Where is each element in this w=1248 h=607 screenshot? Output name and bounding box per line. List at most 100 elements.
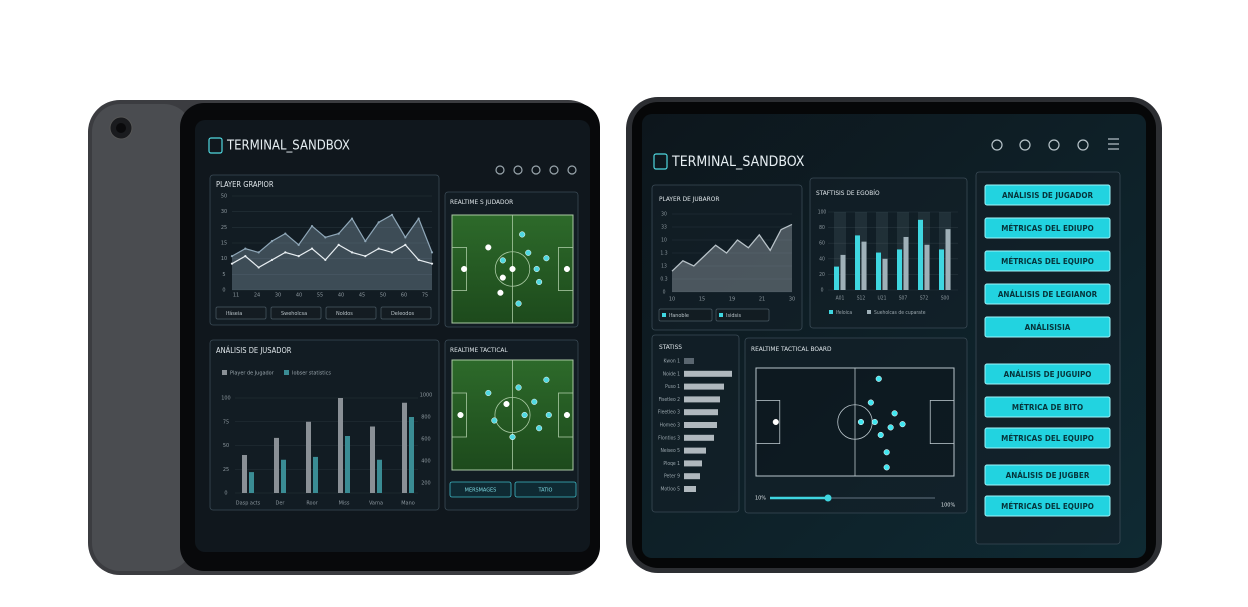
bar xyxy=(684,422,717,428)
button-label: ANÁLISISIA xyxy=(1025,321,1071,332)
y-tick-label: 13 xyxy=(661,264,667,270)
button-label: MÉTRICAS DEL EDIUPO xyxy=(1001,222,1094,233)
player-dot xyxy=(899,421,906,428)
bar xyxy=(684,486,696,492)
bar xyxy=(684,473,700,480)
bar xyxy=(876,252,881,290)
pitch-circle xyxy=(494,396,531,433)
pitch-box xyxy=(929,399,955,444)
dropdown[interactable] xyxy=(658,308,713,322)
button[interactable] xyxy=(449,481,512,498)
pitch-box xyxy=(755,399,781,444)
button[interactable] xyxy=(984,363,1111,385)
button[interactable] xyxy=(984,184,1111,206)
area xyxy=(672,224,792,292)
dropdown[interactable] xyxy=(215,306,267,320)
bar xyxy=(345,436,350,493)
row-label: Homeo 3 xyxy=(660,423,680,429)
bar xyxy=(684,409,718,416)
x-tick-label: A01 xyxy=(836,296,845,302)
point xyxy=(324,258,327,262)
x-tick-label: 45 xyxy=(359,293,365,299)
line xyxy=(671,223,793,272)
bar xyxy=(684,358,694,364)
dropdown[interactable] xyxy=(325,306,377,320)
y-tick-label: 20 xyxy=(819,272,825,278)
point xyxy=(417,217,420,220)
y-tick-label: 10 xyxy=(661,238,667,244)
row-label: Puso 1 xyxy=(665,384,680,390)
y-tick-label: 80 xyxy=(819,225,825,231)
legend-swatch xyxy=(867,310,871,314)
x-tick-label: 11 xyxy=(233,293,239,299)
bar xyxy=(409,417,414,493)
player-dot xyxy=(499,274,506,281)
y2-tick-label: 1000 xyxy=(420,393,433,399)
button[interactable] xyxy=(984,217,1111,239)
bar xyxy=(402,402,407,493)
player-dot xyxy=(533,265,540,273)
camera-lens xyxy=(116,123,126,133)
button[interactable] xyxy=(984,250,1111,272)
y2-tick-label: 800 xyxy=(421,415,430,421)
bar xyxy=(834,266,839,290)
y-tick-label: 0 xyxy=(821,288,824,294)
point xyxy=(244,247,247,250)
point xyxy=(284,251,287,254)
row-label: Peter 9 xyxy=(664,474,680,480)
player-dot xyxy=(509,265,516,273)
player-dot xyxy=(867,399,874,406)
button[interactable] xyxy=(984,396,1111,418)
x-tick-label: 15 xyxy=(699,297,705,303)
button[interactable] xyxy=(984,427,1111,449)
button[interactable] xyxy=(984,316,1111,338)
bar xyxy=(684,396,720,403)
y-tick-label: 0 xyxy=(663,290,666,296)
brand-icon xyxy=(208,137,223,154)
dropdown-label: Isidsis xyxy=(726,313,742,319)
dropdown[interactable] xyxy=(715,308,770,322)
panel-title: REALTIME TACTICAL xyxy=(450,346,508,354)
button[interactable] xyxy=(984,464,1111,486)
bar xyxy=(684,434,714,441)
button[interactable] xyxy=(514,481,577,498)
panel-title: ANÁLISIS DE JUSADOR xyxy=(216,346,292,355)
point xyxy=(310,224,314,228)
y-tick-label: 33 xyxy=(661,225,667,231)
y-tick-label: 0.3 xyxy=(660,277,667,283)
header-icon xyxy=(549,165,559,175)
bar xyxy=(684,383,724,390)
y-tick-label: 25 xyxy=(223,467,229,473)
line xyxy=(231,244,433,269)
x-tick-label: Roor xyxy=(306,501,318,507)
x-tick-label: 40 xyxy=(338,293,344,299)
y-tick-label: 100 xyxy=(818,210,827,216)
bar xyxy=(840,254,846,290)
header-icon xyxy=(1019,139,1031,151)
dropdown[interactable] xyxy=(380,306,432,320)
x-tick-label: U21 xyxy=(877,296,886,302)
slider-knob[interactable] xyxy=(824,494,832,502)
button[interactable] xyxy=(984,495,1111,517)
button[interactable] xyxy=(984,283,1111,305)
panel-title: PLAYER DE JUBAROR xyxy=(659,195,719,203)
point xyxy=(230,262,234,265)
panel-title: STATISS xyxy=(659,343,682,351)
panel-title: PLAYER GRAPIOR xyxy=(216,180,274,189)
player-dot xyxy=(563,265,571,273)
y-tick-label: 0 xyxy=(224,491,227,497)
row-label: Noide 1 xyxy=(663,371,680,377)
x-tick-label: 30 xyxy=(275,293,281,299)
bar xyxy=(918,219,923,290)
brand: TERMINAL_SANDBOX xyxy=(226,139,350,154)
panel-title: REALTIME S JUDADOR xyxy=(450,198,513,206)
header-icon xyxy=(513,165,523,175)
bar xyxy=(306,421,311,493)
bar xyxy=(684,460,702,467)
player-dot xyxy=(543,376,550,383)
dropdown[interactable] xyxy=(270,306,322,320)
y-tick-label: 15 xyxy=(221,241,227,247)
player-dot xyxy=(543,255,550,262)
point xyxy=(404,243,407,246)
